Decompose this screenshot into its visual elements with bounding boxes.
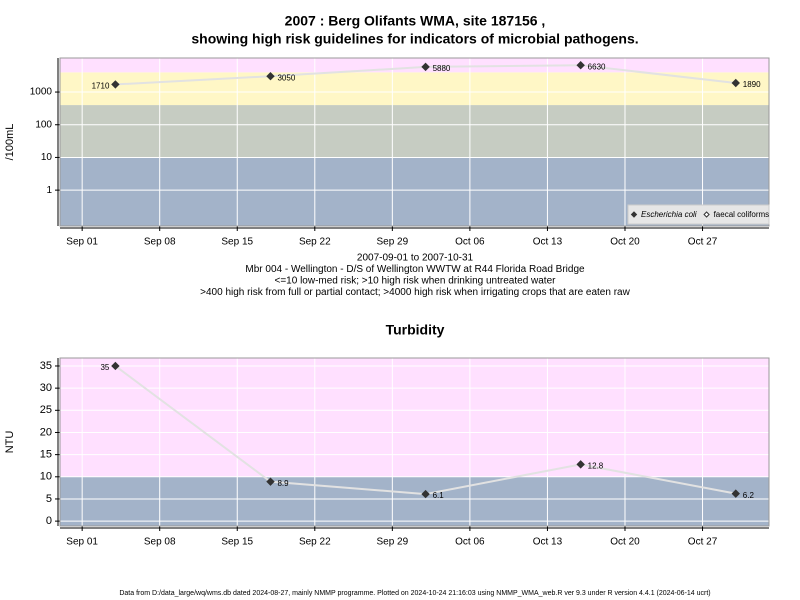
data-label: 8.9 xyxy=(277,479,289,488)
legend-marker xyxy=(703,211,710,218)
risk-band xyxy=(60,58,769,73)
y-tick-label: 1 xyxy=(46,185,52,196)
y-tick-label: 35 xyxy=(40,360,52,372)
note: >400 high risk from full or partial cont… xyxy=(200,287,630,298)
y-tick-label: 0 xyxy=(46,515,52,527)
plot-frame xyxy=(59,57,770,227)
y-tick-label: 20 xyxy=(40,426,52,438)
x-tick-label: Oct 27 xyxy=(688,237,718,248)
data-label: 35 xyxy=(100,363,109,372)
y-tick-label: 100 xyxy=(35,119,52,130)
note: Mbr 004 - Wellington - D/S of Wellington… xyxy=(245,264,585,275)
data-label: 3050 xyxy=(277,73,295,82)
data-label: 12.8 xyxy=(588,461,604,470)
legend-label: faecal coliforms xyxy=(714,210,770,219)
data-point xyxy=(731,78,740,88)
x-tick-label: Sep 22 xyxy=(299,537,331,548)
x-tick-label: Sep 08 xyxy=(144,537,176,548)
y-tick-label: 1000 xyxy=(30,87,53,98)
data-label: 5880 xyxy=(433,64,451,73)
legend-label: Escherichia coli xyxy=(641,210,697,219)
x-tick-label: Sep 15 xyxy=(221,237,253,248)
footer: Data from D:/data_large/wq/wms.db dated … xyxy=(119,590,710,597)
data-point xyxy=(731,489,740,498)
x-tick-label: Sep 29 xyxy=(376,237,408,248)
legend-marker xyxy=(630,211,638,218)
chart-title: 2007 : Berg Olifants WMA, site 187156 , xyxy=(285,13,546,29)
risk-band xyxy=(60,72,769,106)
data-point xyxy=(421,62,430,72)
plot-frame xyxy=(59,357,770,527)
data-point xyxy=(111,361,120,371)
y-tick-label: 30 xyxy=(40,382,52,394)
x-tick-label: Oct 06 xyxy=(455,237,485,248)
x-tick-label: Sep 22 xyxy=(299,237,331,248)
y-tick-label: 15 xyxy=(40,449,52,461)
risk-band xyxy=(60,476,769,526)
x-tick-label: Oct 13 xyxy=(533,237,563,248)
chart-subtitle: showing high risk guidelines for indicat… xyxy=(191,31,638,47)
x-tick-label: Sep 29 xyxy=(376,537,408,548)
data-label: 6.2 xyxy=(743,491,755,500)
y-tick-label: 25 xyxy=(40,404,52,416)
x-tick-label: Oct 20 xyxy=(610,537,640,548)
data-point xyxy=(111,80,120,89)
note: 2007-09-01 to 2007-10-31 xyxy=(357,253,474,264)
risk-band xyxy=(60,358,769,477)
legend-box xyxy=(627,204,770,225)
data-point xyxy=(266,72,275,81)
y-tick-label: 5 xyxy=(46,493,52,505)
legend: Escherichia coli faecal coliforms xyxy=(627,204,770,225)
x-tick-label: Sep 15 xyxy=(221,537,253,548)
x-tick-label: Oct 06 xyxy=(455,537,485,548)
chart-title: Turbidity xyxy=(386,322,445,338)
data-label: 6630 xyxy=(588,62,606,71)
x-tick-label: Oct 13 xyxy=(533,537,563,548)
y-tick-label: 10 xyxy=(41,152,53,163)
x-tick-label: Sep 01 xyxy=(66,537,98,548)
risk-band xyxy=(60,105,769,158)
y-axis-label: /100mL xyxy=(4,124,16,161)
data-point xyxy=(576,60,585,70)
data-label: 1710 xyxy=(92,82,110,91)
x-tick-label: Sep 01 xyxy=(66,237,98,248)
data-label: 1890 xyxy=(743,80,761,89)
x-tick-label: Oct 27 xyxy=(688,537,718,548)
y-axis-label: NTU xyxy=(4,431,16,454)
data-point xyxy=(576,460,585,469)
data-label: 6.1 xyxy=(433,491,445,500)
note: <=10 low-med risk; >10 high risk when dr… xyxy=(275,276,557,287)
data-point xyxy=(266,477,275,486)
data-point xyxy=(421,489,430,499)
x-tick-label: Sep 08 xyxy=(144,237,176,248)
x-tick-label: Oct 20 xyxy=(610,237,640,248)
y-tick-label: 10 xyxy=(40,471,52,483)
